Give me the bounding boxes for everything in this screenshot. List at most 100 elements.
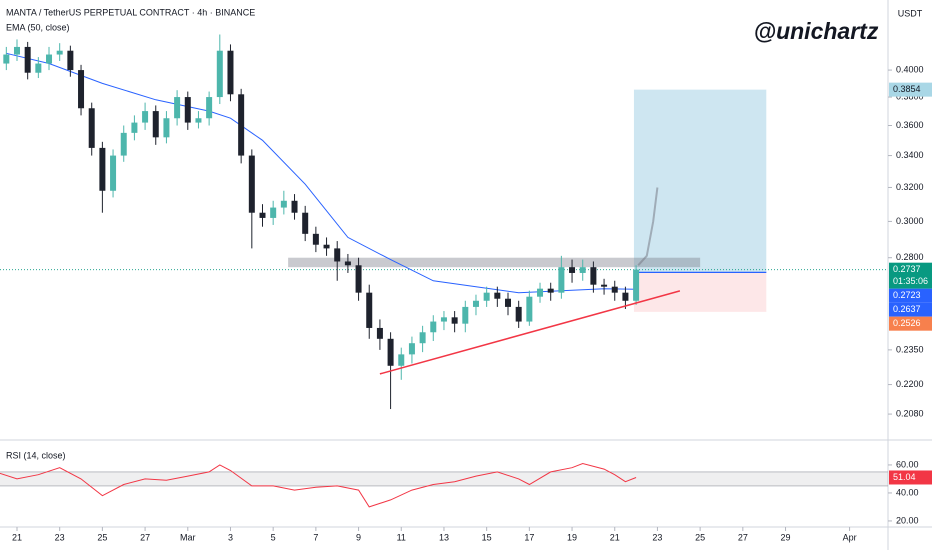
x-tick-label: Mar [180,532,196,542]
candle-body [88,108,95,148]
entry-label: 0.2723 [893,290,921,300]
candle-body [558,267,565,293]
candle-body [601,284,608,287]
candle-body [569,267,576,273]
x-tick-label: 29 [781,532,791,542]
candle-body [67,50,74,71]
entry-label-bg [889,288,932,303]
x-tick-label: Apr [843,532,857,542]
candle-body [366,292,373,328]
candle-body [462,306,469,324]
candle-body [280,200,287,208]
rsi-value-label-bg [889,470,932,485]
resistance-zone [288,257,701,268]
x-tick-label: 25 [97,532,107,542]
candle-body [483,292,490,301]
x-tick-label: 11 [397,532,406,542]
target-label-bg [889,82,932,97]
last-price-label: 0.2737 [893,264,921,274]
x-tick-label: 27 [738,532,748,542]
x-tick-label: 21 [610,532,620,542]
last-price-label-countdown: 01:35:06 [893,276,928,286]
last-price-label-bg [889,262,932,289]
candle-body [376,327,383,339]
candle-body [46,54,53,64]
trendline [379,290,681,375]
candle-body [13,46,20,55]
candle-body [611,286,618,293]
y-tick-label: 0.2800 [896,252,924,262]
candle-body [622,292,629,301]
candle-body [590,267,597,285]
rsi-legend: RSI (14, close) [6,450,66,460]
stop-zone [633,272,767,312]
y-tick-label: 0.3000 [896,216,924,226]
rsi-line [0,462,637,508]
projection [637,187,659,266]
candle-body [56,50,63,55]
candle-body [78,70,85,109]
y-tick-label: 0.3200 [896,182,924,192]
candle-body [24,46,31,73]
candle-body [579,267,586,273]
candle-body [547,288,554,293]
x-tick-label: 19 [567,532,577,542]
y-tick-label: 0.2080 [896,408,924,418]
x-tick-label: 13 [439,532,449,542]
candle-body [163,118,170,138]
candle-body [334,248,341,262]
x-tick-label: 5 [271,532,276,542]
rsi-tick-label: 40.00 [896,487,919,497]
candle-body [398,354,405,366]
candle-body [3,54,10,64]
x-tick-label: 21 [12,532,22,542]
symbol-title: MANTA / TetherUS PERPETUAL CONTRACT · 4h… [6,7,255,17]
candle-body [419,332,426,344]
candle-body [131,122,138,133]
currency: USDT [898,8,923,18]
candle-body [430,321,437,333]
ema-legend: EMA (50, close) [6,22,70,32]
candle-body [259,212,266,218]
x-tick-label: 23 [55,532,65,542]
x-tick-label: 9 [356,532,361,542]
candle-body [99,147,106,191]
candle-body [472,300,479,307]
y-tick-label: 0.2350 [896,344,924,354]
stop-label: 0.2526 [893,318,921,328]
candle-body [344,261,351,266]
candle-body [451,317,458,324]
stop-label-bg [889,316,932,331]
rsi-value-label: 51.04 [893,472,916,482]
candle-body [110,155,117,191]
candle-body [526,296,533,322]
ema-label-bg [889,302,932,317]
x-tick-label: 7 [313,532,318,542]
y-tick-label: 0.4000 [896,64,924,74]
candle-body [440,317,447,322]
target-zone [633,89,767,273]
candle-body [35,63,42,73]
target-label: 0.3854 [893,84,921,94]
candle-body [216,50,223,98]
candle-body [312,233,319,245]
x-tick-label: 15 [482,532,492,542]
rsi-tick-label: 60.00 [896,459,919,469]
candle-body [174,97,181,119]
candle-body [248,155,255,213]
rsi-band [0,471,888,486]
watermark: @unichartz [754,18,879,44]
x-tick-label: 27 [140,532,150,542]
candle-body [323,244,330,249]
candle-body [515,306,522,322]
candle-body [142,111,149,123]
ema-label: 0.2637 [893,304,921,314]
x-tick-label: 3 [228,532,233,542]
candle-body [227,50,234,95]
candle-body [152,111,159,138]
candle-body [206,97,213,119]
candle-body [505,298,512,307]
candle-body [184,97,191,123]
candle-body [238,94,245,156]
